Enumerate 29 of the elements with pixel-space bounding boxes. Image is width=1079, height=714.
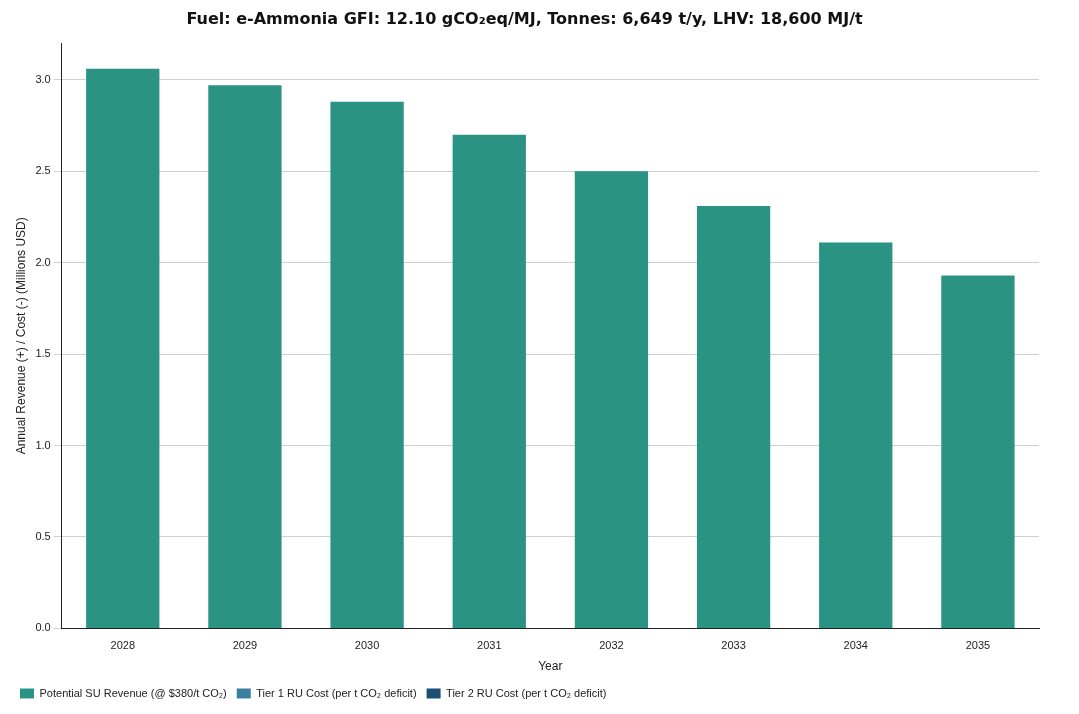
y-tick-label: 0.5 bbox=[35, 529, 51, 542]
x-tick-label: 2028 bbox=[110, 639, 136, 652]
legend-label: Tier 1 RU Cost (per t CO₂ deficit) bbox=[256, 686, 417, 699]
bar bbox=[574, 171, 649, 628]
y-tick-label: 2.5 bbox=[35, 164, 51, 177]
bar bbox=[208, 85, 282, 628]
y-tick-label: 2.0 bbox=[35, 255, 51, 268]
legend-label: Potential SU Revenue (@ $380/t CO₂) bbox=[39, 686, 227, 699]
x-tick-label: 2031 bbox=[477, 639, 502, 652]
chart-title: Fuel: e-Ammonia GFI: 12.10 gCO₂eq/MJ, Tonnes: 6,649 t/y, LHV: 18,600 MJ/t bbox=[186, 8, 863, 28]
bar bbox=[330, 101, 404, 628]
x-tick-label: 2033 bbox=[721, 639, 746, 652]
y-tick-label: 1.5 bbox=[35, 347, 51, 360]
x-tick-label: 2029 bbox=[232, 639, 258, 652]
legend-label: Tier 2 RU Cost (per t CO₂ deficit) bbox=[446, 686, 607, 699]
bar bbox=[86, 68, 160, 628]
x-tick-label: 2030 bbox=[354, 639, 380, 652]
y-tick-label: 1.0 bbox=[35, 438, 51, 451]
y-axis-title: Annual Revenue (+) / Cost (-) (Millions USD) bbox=[13, 217, 28, 455]
x-tick-label: 2032 bbox=[599, 639, 624, 652]
y-tick-label: 3.0 bbox=[35, 72, 51, 85]
bar bbox=[941, 275, 1015, 628]
bar bbox=[452, 134, 526, 628]
x-axis-title: Year bbox=[538, 659, 563, 674]
y-tick-label: 0.0 bbox=[35, 621, 51, 634]
x-tick-label: 2035 bbox=[965, 639, 991, 652]
bar bbox=[819, 242, 893, 628]
x-tick-label: 2034 bbox=[843, 639, 868, 652]
bar bbox=[696, 205, 771, 628]
